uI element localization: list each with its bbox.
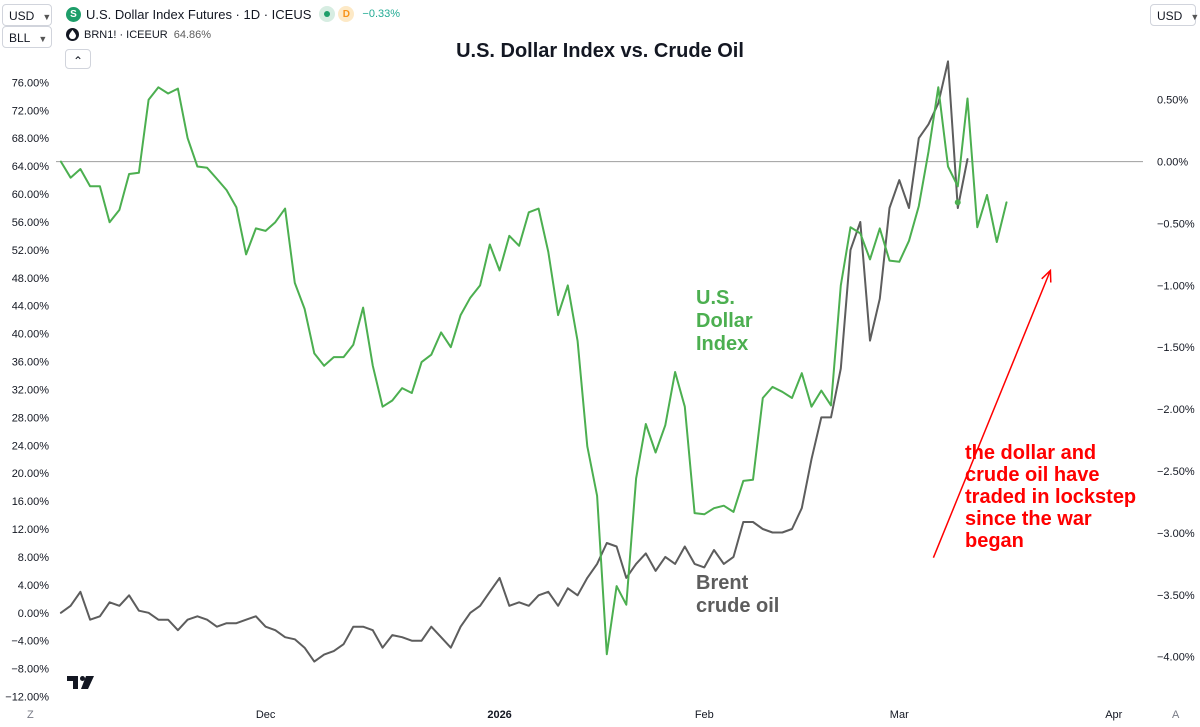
right-axis-tick-label: −2.00% — [1157, 404, 1195, 416]
dollar-index-series-label: Dollar — [696, 310, 753, 332]
left-scale-unit-button[interactable]: BLL ▼ — [2, 26, 52, 48]
main-series-name: U.S. Dollar Index Futures · 1D · ICEUS — [86, 6, 312, 22]
left-axis-tick-label: −4.00% — [11, 636, 49, 648]
x-axis: Dec 2026 Feb Mar Apr — [256, 709, 1123, 721]
right-scale-currency-label: USD — [1157, 9, 1183, 23]
left-axis-tick-label: 64.00% — [12, 161, 50, 173]
x-axis-tick-label: Mar — [890, 709, 909, 721]
left-axis-tick-label: 20.00% — [12, 468, 50, 480]
realtime-dot-icon — [319, 6, 336, 22]
left-axis-tick-label: 60.00% — [12, 189, 50, 201]
left-scale-currency-button[interactable]: USD ▼ — [2, 4, 52, 26]
right-axis-tick-label: −2.50% — [1157, 466, 1195, 478]
x-axis-tick-label: Dec — [256, 709, 276, 721]
right-axis-tick-label: −1.00% — [1157, 280, 1195, 292]
brent-series-label: Brent — [696, 572, 749, 594]
annotation-text-line: since the war — [965, 508, 1092, 530]
legend-main-series[interactable]: S U.S. Dollar Index Futures · 1D · ICEUS… — [66, 6, 400, 22]
left-axis-tick-label: 8.00% — [18, 552, 49, 564]
left-axis-tick-label: 68.00% — [12, 133, 50, 145]
left-axis-tick-label: 40.00% — [12, 329, 50, 341]
left-axis-tick-label: 4.00% — [18, 580, 49, 592]
symbol-logo-icon: S — [66, 6, 81, 22]
left-axis-tick-label: 36.00% — [12, 357, 50, 369]
right-axis-tick-label: −3.50% — [1157, 590, 1195, 602]
last-value-marker — [954, 199, 961, 206]
dollar-index-series-line — [59, 86, 1008, 656]
log-scale-button[interactable]: Z — [27, 709, 34, 721]
compare-series-name: BRN1! · ICEEUR — [84, 28, 168, 41]
right-axis-tick-label: 0.00% — [1157, 157, 1188, 169]
left-axis-tick-label: 48.00% — [12, 273, 50, 285]
right-axis: 0.50% 0.00% −0.50% −1.00% −1.50% −2.00% −2.50%… — [1157, 95, 1195, 664]
right-scale-currency-button[interactable]: USD ▼ — [1150, 4, 1200, 26]
compare-series-value: 64.86% — [173, 28, 212, 41]
left-axis-tick-label: 12.00% — [12, 524, 50, 536]
main-series-change: −0.33% — [362, 8, 401, 20]
left-axis-tick-label: 16.00% — [12, 496, 50, 508]
left-axis-tick-label: 76.00% — [12, 77, 50, 89]
x-axis-tick-label: 2026 — [487, 709, 511, 721]
dollar-index-series-label: Index — [696, 333, 748, 355]
left-axis-tick-label: −12.00% — [5, 692, 49, 704]
left-axis-tick-label: −8.00% — [11, 664, 49, 676]
right-axis-tick-label: −1.50% — [1157, 342, 1195, 354]
annotation-text-line: traded in lockstep — [965, 486, 1136, 508]
annotation-text-line: began — [965, 530, 1024, 552]
left-axis-tick-label: 72.00% — [12, 105, 50, 117]
annotation-arrow-head — [1041, 268, 1052, 283]
left-axis-tick-label: 0.00% — [18, 608, 49, 620]
left-scale-unit-label: BLL — [9, 31, 31, 45]
delayed-data-badge[interactable]: D — [338, 6, 355, 22]
tradingview-logo — [67, 676, 94, 689]
chart-title: U.S. Dollar Index vs. Crude Oil — [456, 40, 744, 62]
chevron-down-icon: ▼ — [1190, 12, 1200, 22]
annotation-text-line: the dollar and — [965, 442, 1096, 464]
annotation-text-line: crude oil have — [965, 464, 1100, 486]
oil-drop-icon — [66, 28, 79, 41]
chevron-down-icon: ▼ — [42, 12, 52, 22]
left-axis: 76.00% 72.00% 68.00% 64.00% 60.00% 56.00% 52.0… — [5, 77, 49, 703]
x-axis-tick-label: Apr — [1105, 709, 1122, 721]
auto-scale-button[interactable]: A — [1172, 709, 1180, 721]
series-layer — [59, 60, 1008, 663]
left-axis-tick-label: 28.00% — [12, 412, 50, 424]
right-axis-tick-label: 0.50% — [1157, 95, 1188, 107]
left-axis-tick-label: 56.00% — [12, 217, 50, 229]
left-axis-tick-label: 52.00% — [12, 245, 50, 257]
legend-compare-series[interactable]: BRN1! · ICEEUR 64.86% — [66, 28, 211, 41]
brent-series-label: crude oil — [696, 595, 779, 617]
x-axis-tick-label: Feb — [695, 709, 714, 721]
chevron-down-icon: ▼ — [38, 34, 48, 44]
right-axis-tick-label: −0.50% — [1157, 218, 1195, 230]
dollar-index-series-label: U.S. — [696, 287, 735, 309]
left-scale-currency-label: USD — [9, 9, 35, 23]
left-axis-tick-label: 32.00% — [12, 384, 50, 396]
brent-series-line — [59, 60, 969, 663]
left-axis-tick-label: 24.00% — [12, 440, 50, 452]
left-axis-tick-label: 44.00% — [12, 301, 50, 313]
right-axis-tick-label: −3.00% — [1157, 528, 1195, 540]
right-axis-tick-label: −4.00% — [1157, 652, 1195, 664]
annotation-arrow-line — [932, 270, 1052, 558]
